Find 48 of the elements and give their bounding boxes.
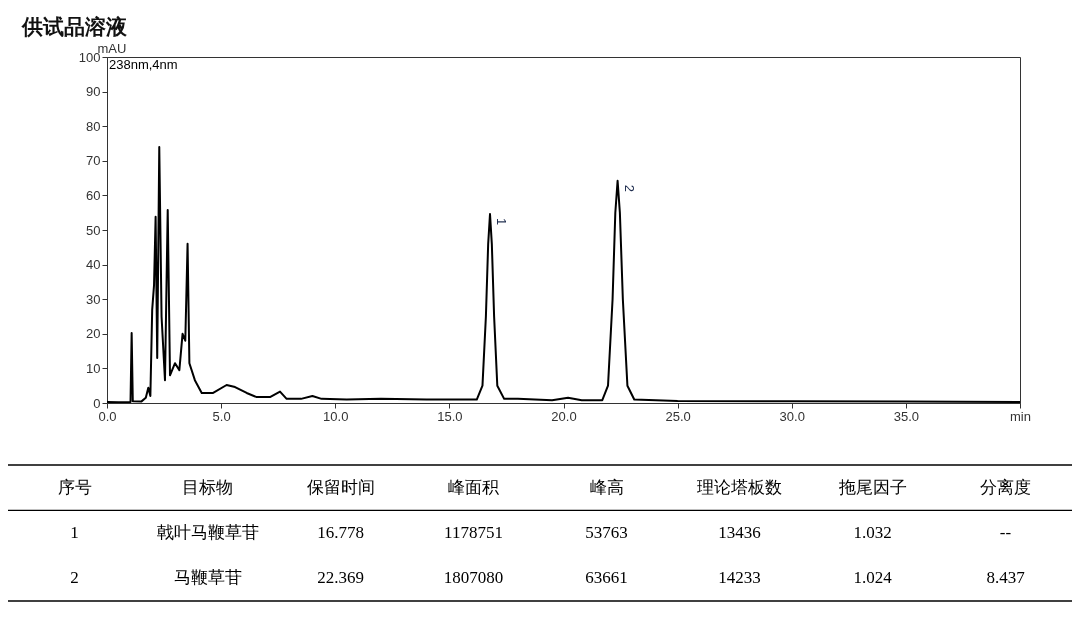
category-label: 理论塔板数: [697, 477, 782, 497]
x-tick-label: 30.0: [779, 408, 805, 424]
category-label: 峰高: [589, 477, 624, 497]
text: 戟叶马鞭草苷: [156, 523, 259, 542]
y-tick-label: 60: [86, 187, 101, 203]
text: 14233: [718, 568, 761, 588]
text: --: [999, 523, 1012, 542]
text: 1.032: [853, 523, 892, 542]
text: 1: [70, 523, 79, 542]
text: 马鞭草苷: [173, 568, 242, 588]
text: 63661: [585, 568, 628, 588]
y-tick-label: 90: [86, 84, 101, 100]
x-tick-label: 20.0: [551, 408, 577, 424]
x-tick-label: 0.0: [98, 408, 117, 424]
text: 8.437: [986, 568, 1025, 588]
text: 53763: [585, 523, 628, 542]
text: 1.024: [853, 568, 892, 588]
y-tick-label: 40: [86, 257, 101, 273]
text: 22.369: [317, 568, 364, 588]
category-label: 拖尾因子: [837, 477, 907, 497]
x-tick-label: 5.0: [212, 408, 231, 424]
annotation: 238nm,4nm: [109, 57, 178, 72]
y-tick-label: 0: [93, 395, 101, 411]
annotation: 2: [621, 184, 637, 193]
y-tick-label: 50: [86, 222, 101, 238]
y-tick-label: 10: [86, 360, 101, 376]
y-tick-label: 80: [86, 118, 101, 134]
x-tick-label: 10.0: [323, 408, 349, 424]
category-label: 分离度: [980, 477, 1031, 497]
line-series: [107, 145, 1020, 403]
y-tick-label: 20: [86, 326, 101, 342]
category-label: 峰面积: [448, 477, 499, 497]
x-tick-label: min: [1010, 408, 1031, 424]
x-tick-label: 35.0: [893, 408, 920, 424]
y-tick-label: 30: [86, 291, 101, 307]
text: 16.778: [317, 523, 364, 542]
category-label: 目标物: [182, 477, 233, 497]
x-tick-label: 25.0: [665, 408, 691, 424]
annotation: 1: [494, 218, 509, 226]
text: 2: [70, 568, 79, 588]
x-tick-label: 15.0: [437, 408, 463, 424]
text: 1178751: [444, 523, 503, 542]
text: 13436: [718, 523, 761, 542]
text: 1807080: [443, 568, 504, 588]
chart-title: 供试品溶液: [21, 15, 128, 38]
category-label: 保留时间: [306, 477, 375, 497]
y-tick-label: 70: [86, 153, 101, 169]
category-label: 序号: [57, 477, 92, 497]
